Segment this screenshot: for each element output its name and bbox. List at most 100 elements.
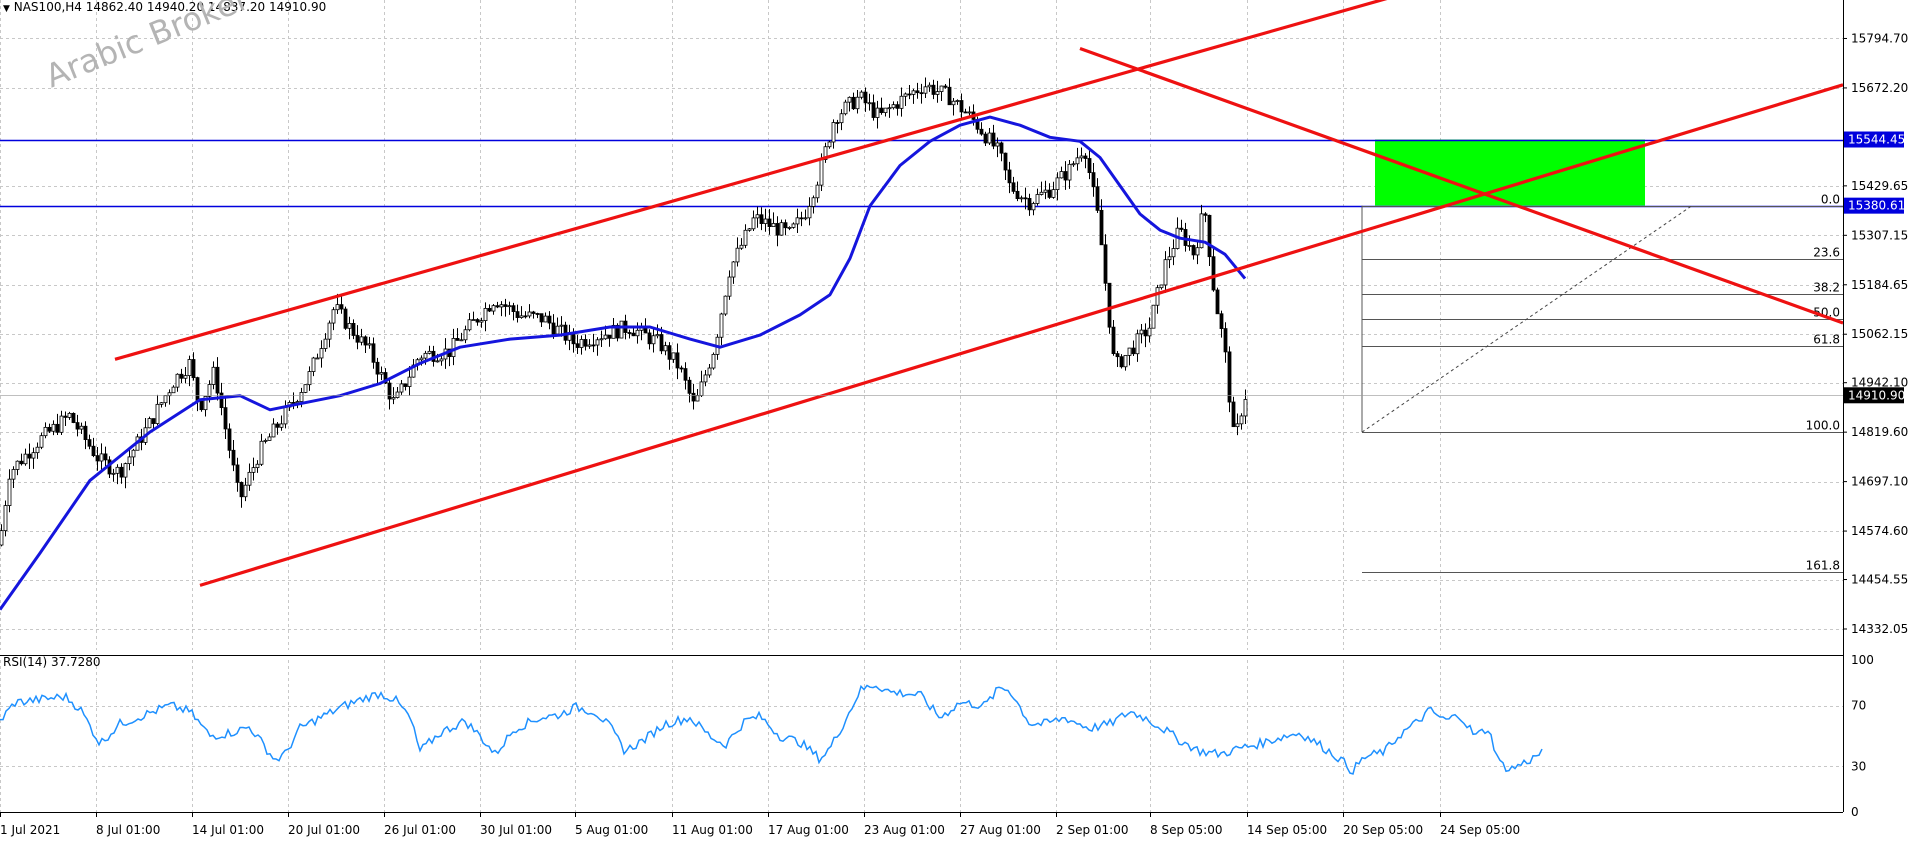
candle-body[interactable] bbox=[159, 402, 164, 405]
candle-body[interactable] bbox=[1219, 313, 1224, 329]
candle-body[interactable] bbox=[183, 375, 188, 379]
candle-body[interactable] bbox=[919, 92, 924, 95]
candle-body[interactable] bbox=[891, 104, 896, 109]
candle-body[interactable] bbox=[1155, 287, 1160, 306]
candle-body[interactable] bbox=[767, 218, 772, 228]
candle-body[interactable] bbox=[495, 305, 500, 308]
candle-body[interactable] bbox=[667, 345, 672, 360]
candle-body[interactable] bbox=[203, 395, 208, 411]
candle-body[interactable] bbox=[507, 305, 512, 308]
candle-body[interactable] bbox=[675, 352, 680, 369]
candle-body[interactable] bbox=[947, 86, 952, 106]
candle-body[interactable] bbox=[1115, 353, 1120, 358]
candle-body[interactable] bbox=[251, 467, 256, 473]
candle-body[interactable] bbox=[683, 368, 688, 381]
candle-body[interactable] bbox=[599, 338, 604, 341]
candle-body[interactable] bbox=[1227, 351, 1232, 403]
candle-body[interactable] bbox=[1223, 328, 1228, 353]
candle-body[interactable] bbox=[1151, 304, 1156, 329]
candle-body[interactable] bbox=[727, 276, 732, 297]
candle-body[interactable] bbox=[875, 107, 880, 118]
candle-body[interactable] bbox=[695, 395, 700, 402]
candle-body[interactable] bbox=[71, 412, 76, 423]
candle-body[interactable] bbox=[335, 304, 340, 311]
candle-body[interactable] bbox=[83, 425, 88, 440]
candle-body[interactable] bbox=[43, 426, 48, 437]
candle-body[interactable] bbox=[299, 392, 304, 402]
candle-body[interactable] bbox=[983, 133, 988, 144]
candle-body[interactable] bbox=[91, 445, 96, 457]
candle-body[interactable] bbox=[339, 304, 344, 310]
candle-body[interactable] bbox=[283, 406, 288, 425]
candle-body[interactable] bbox=[127, 456, 132, 465]
candle-body[interactable] bbox=[1171, 248, 1176, 258]
candle-body[interactable] bbox=[611, 324, 616, 339]
candle-body[interactable] bbox=[1191, 245, 1196, 256]
candle-body[interactable] bbox=[1059, 171, 1064, 179]
candle-body[interactable] bbox=[323, 338, 328, 349]
candle-body[interactable] bbox=[1163, 259, 1168, 286]
candle-body[interactable] bbox=[647, 332, 652, 345]
candle-body[interactable] bbox=[1167, 256, 1172, 261]
candle-body[interactable] bbox=[1243, 399, 1248, 417]
candle-body[interactable] bbox=[175, 373, 180, 388]
candle-body[interactable] bbox=[1231, 401, 1236, 428]
candle-body[interactable] bbox=[551, 322, 556, 335]
candle-body[interactable] bbox=[1187, 245, 1192, 247]
candle-body[interactable] bbox=[39, 435, 44, 448]
candle-body[interactable] bbox=[147, 418, 152, 429]
rsi-line[interactable] bbox=[0, 684, 1543, 775]
candle-body[interactable] bbox=[587, 344, 592, 347]
candle-body[interactable] bbox=[783, 222, 788, 229]
candle-body[interactable] bbox=[691, 392, 696, 402]
candle-body[interactable] bbox=[23, 453, 28, 465]
dropdown-triangle-icon[interactable]: ▼ bbox=[3, 4, 10, 14]
candle-body[interactable] bbox=[487, 308, 492, 312]
candle-body[interactable] bbox=[1007, 169, 1012, 184]
candle-body[interactable] bbox=[1147, 327, 1152, 337]
candle-body[interactable] bbox=[1235, 423, 1240, 428]
candle-body[interactable] bbox=[11, 469, 16, 480]
candle-body[interactable] bbox=[963, 111, 968, 114]
candle-body[interactable] bbox=[271, 423, 276, 438]
candle-body[interactable] bbox=[659, 334, 664, 352]
candle-body[interactable] bbox=[1127, 347, 1132, 356]
candle-body[interactable] bbox=[307, 371, 312, 386]
candle-body[interactable] bbox=[75, 422, 80, 430]
candle-body[interactable] bbox=[1055, 177, 1060, 191]
candle-body[interactable] bbox=[1083, 155, 1088, 159]
candle-body[interactable] bbox=[1087, 158, 1092, 174]
candle-body[interactable] bbox=[483, 308, 488, 322]
candle-body[interactable] bbox=[155, 403, 160, 424]
candle-body[interactable] bbox=[1039, 191, 1044, 195]
candle-body[interactable] bbox=[1075, 157, 1080, 165]
candle-body[interactable] bbox=[115, 466, 120, 474]
candle-body[interactable] bbox=[915, 90, 920, 94]
candle-body[interactable] bbox=[463, 329, 468, 341]
candle-body[interactable] bbox=[1051, 189, 1056, 198]
candle-body[interactable] bbox=[775, 223, 780, 236]
candle-body[interactable] bbox=[575, 343, 580, 348]
candle-body[interactable] bbox=[791, 223, 796, 228]
candle-body[interactable] bbox=[923, 86, 928, 94]
candle-body[interactable] bbox=[1103, 244, 1108, 284]
candle-body[interactable] bbox=[615, 324, 620, 339]
candle-body[interactable] bbox=[1215, 289, 1220, 315]
candle-body[interactable] bbox=[651, 335, 656, 345]
candle-body[interactable] bbox=[583, 339, 588, 347]
candle-body[interactable] bbox=[943, 85, 948, 88]
candle-body[interactable] bbox=[191, 359, 196, 379]
candle-body[interactable] bbox=[1207, 214, 1212, 258]
candle-body[interactable] bbox=[539, 313, 544, 323]
candle-body[interactable] bbox=[1035, 194, 1040, 204]
candle-body[interactable] bbox=[35, 446, 40, 454]
candle-body[interactable] bbox=[47, 426, 52, 432]
candle-body[interactable] bbox=[807, 206, 812, 219]
candle-body[interactable] bbox=[1011, 182, 1016, 192]
candle-body[interactable] bbox=[263, 440, 268, 442]
candle-body[interactable] bbox=[619, 320, 624, 339]
candle-body[interactable] bbox=[535, 313, 540, 315]
candle-body[interactable] bbox=[1079, 155, 1084, 159]
candle-body[interactable] bbox=[367, 343, 372, 346]
